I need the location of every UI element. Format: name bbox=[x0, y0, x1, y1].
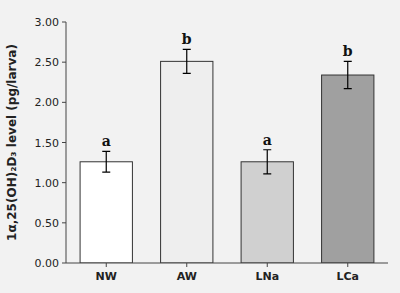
y-tick bbox=[62, 182, 66, 183]
y-tick bbox=[62, 102, 66, 103]
x-tick-label: LNa bbox=[255, 270, 279, 283]
y-tick-label: 1.50 bbox=[35, 137, 60, 150]
x-tick-label: AW bbox=[177, 270, 197, 283]
error-bar bbox=[183, 49, 191, 73]
y-tick bbox=[62, 222, 66, 223]
significance-label: b bbox=[182, 31, 192, 47]
y-tick-label: 3.00 bbox=[35, 16, 60, 29]
y-tick bbox=[62, 142, 66, 143]
x-tick-label: LCa bbox=[336, 270, 359, 283]
annotations: a b a b bbox=[102, 31, 353, 149]
y-axis-line bbox=[66, 22, 67, 263]
bars bbox=[80, 49, 374, 263]
x-axis-line bbox=[66, 263, 388, 264]
bar bbox=[80, 162, 132, 263]
x-tick bbox=[186, 263, 187, 267]
y-axis-label: 1α,25(OH)₂D₃ level (pg/larva) bbox=[5, 44, 19, 241]
y-tick-label: 1.00 bbox=[35, 177, 60, 190]
x-tick-label: NW bbox=[96, 270, 117, 283]
bar bbox=[322, 75, 374, 263]
y-axis: 0.00 0.50 1.00 1.50 2.00 2.50 3.00 bbox=[35, 16, 67, 270]
bar bbox=[241, 162, 293, 263]
y-tick bbox=[62, 22, 66, 23]
significance-label: b bbox=[343, 43, 353, 59]
x-axis: NW AW LNa LCa bbox=[66, 263, 388, 283]
significance-label: a bbox=[263, 132, 272, 148]
y-tick bbox=[62, 62, 66, 63]
error-bar bbox=[263, 150, 271, 174]
significance-label: a bbox=[102, 133, 111, 149]
y-tick bbox=[62, 263, 66, 264]
y-tick-label: 0.50 bbox=[35, 217, 60, 230]
x-tick bbox=[267, 263, 268, 267]
chart-container: 0.00 0.50 1.00 1.50 2.00 2.50 3.00 1α,25(OH)₂D₃… bbox=[0, 0, 400, 293]
y-tick-label: 2.50 bbox=[35, 56, 60, 69]
error-bar bbox=[344, 61, 352, 88]
y-tick-label: 2.00 bbox=[35, 96, 60, 109]
chart: 0.00 0.50 1.00 1.50 2.00 2.50 3.00 1α,25(OH)₂D₃… bbox=[0, 0, 400, 293]
x-tick bbox=[347, 263, 348, 267]
bar bbox=[161, 61, 213, 263]
y-tick-label: 0.00 bbox=[35, 257, 60, 270]
x-tick bbox=[106, 263, 107, 267]
error-bar bbox=[102, 151, 110, 172]
